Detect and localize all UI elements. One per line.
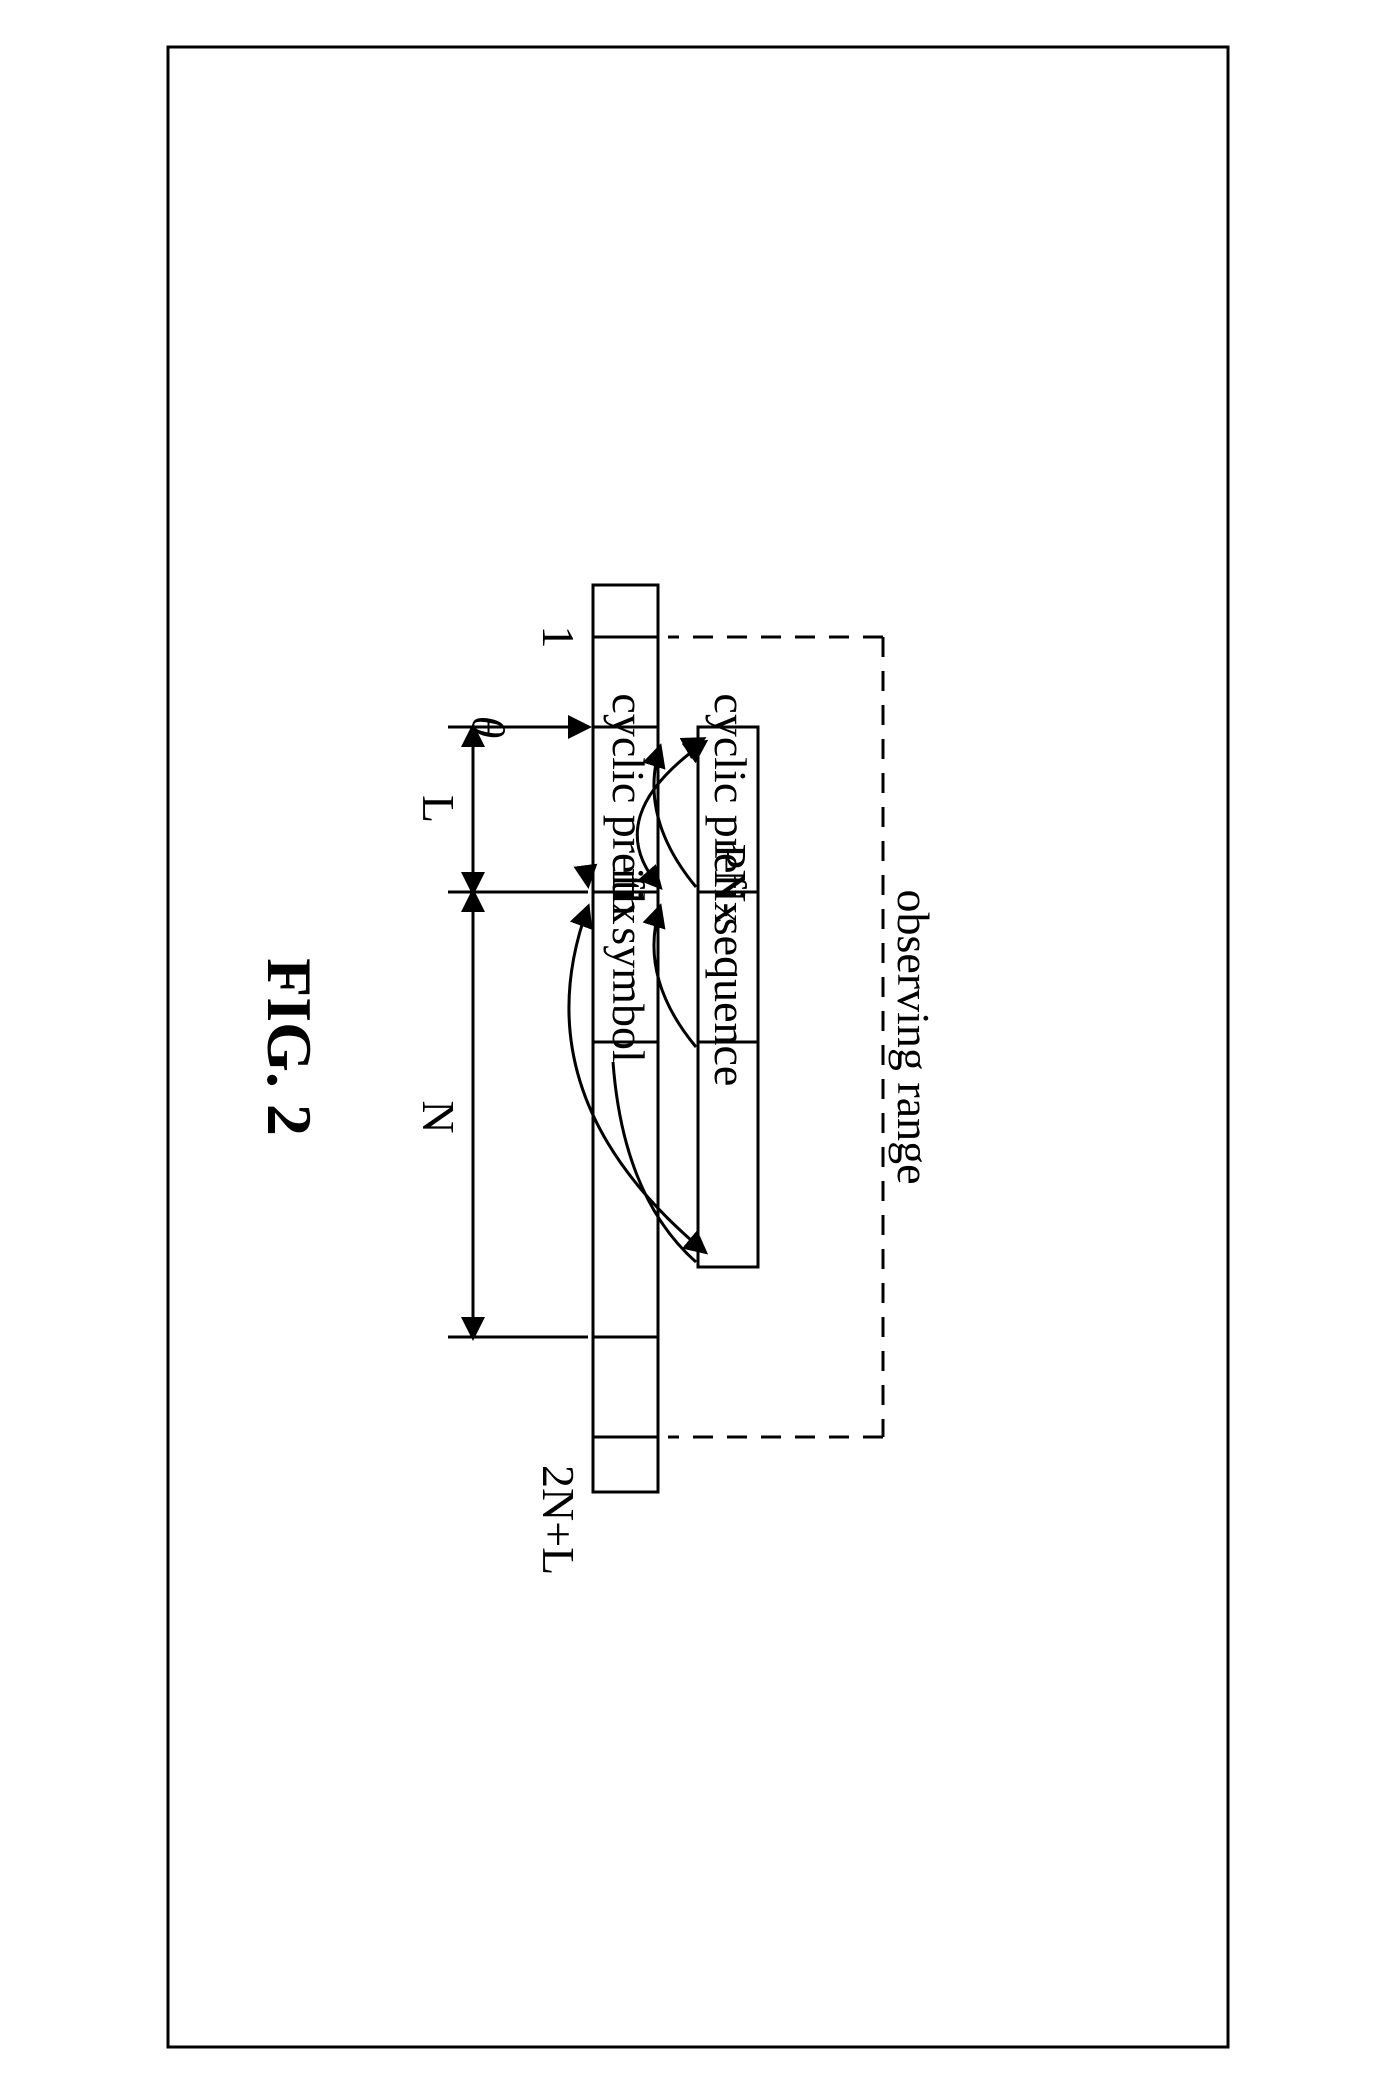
lower-sym-label: ith symbol bbox=[603, 867, 654, 1063]
axis-end-label: 2N+L bbox=[533, 1465, 584, 1575]
axis-one-label: 1 bbox=[533, 626, 584, 649]
observing-range-label: observing range bbox=[888, 889, 939, 1184]
dim-L bbox=[448, 727, 588, 892]
upper-pn-label: PN-sequence bbox=[705, 844, 756, 1087]
figure-svg: observing range cyclic prefix PN-sequenc… bbox=[0, 0, 1397, 2091]
figure-caption: FIG. 2 bbox=[254, 958, 325, 1136]
dim-N-label: N bbox=[413, 1100, 464, 1133]
dim-L-label: L bbox=[413, 795, 464, 823]
dim-N bbox=[448, 892, 588, 1337]
